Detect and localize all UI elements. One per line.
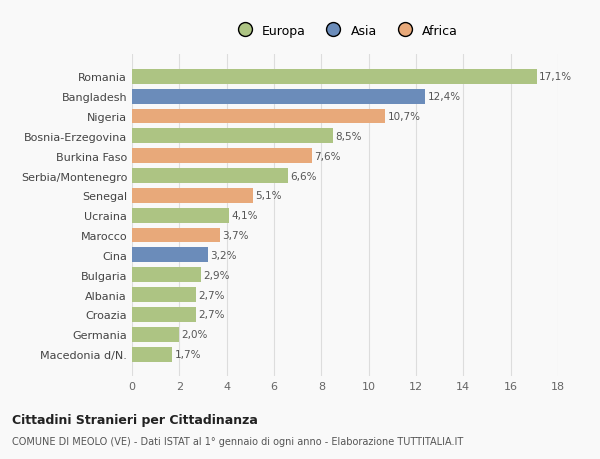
Bar [132,109,385,124]
Text: 5,1%: 5,1% [255,191,281,201]
Text: 2,7%: 2,7% [198,310,225,320]
Text: COMUNE DI MEOLO (VE) - Dati ISTAT al 1° gennaio di ogni anno - Elaborazione TUTT: COMUNE DI MEOLO (VE) - Dati ISTAT al 1° … [12,436,463,446]
Text: 10,7%: 10,7% [388,112,421,122]
Bar [132,129,333,144]
Text: 7,6%: 7,6% [314,151,341,161]
Bar [132,189,253,203]
Bar [132,208,229,223]
Legend: Europa, Asia, Africa: Europa, Asia, Africa [227,20,463,43]
Text: 2,0%: 2,0% [182,330,208,340]
Bar [132,90,425,104]
Text: 12,4%: 12,4% [428,92,461,102]
Text: 2,9%: 2,9% [203,270,229,280]
Text: 3,2%: 3,2% [210,250,236,260]
Text: 3,7%: 3,7% [222,230,248,241]
Bar [132,327,179,342]
Bar [132,268,200,283]
Text: Cittadini Stranieri per Cittadinanza: Cittadini Stranieri per Cittadinanza [12,413,258,426]
Text: 1,7%: 1,7% [175,349,201,359]
Bar [132,70,537,84]
Bar [132,287,196,302]
Bar [132,248,208,263]
Text: 8,5%: 8,5% [335,132,362,141]
Bar [132,228,220,243]
Bar [132,169,288,184]
Text: 17,1%: 17,1% [539,72,572,82]
Text: 2,7%: 2,7% [198,290,225,300]
Bar [132,308,196,322]
Text: 6,6%: 6,6% [290,171,317,181]
Bar [132,149,312,164]
Bar [132,347,172,362]
Text: 4,1%: 4,1% [232,211,258,221]
